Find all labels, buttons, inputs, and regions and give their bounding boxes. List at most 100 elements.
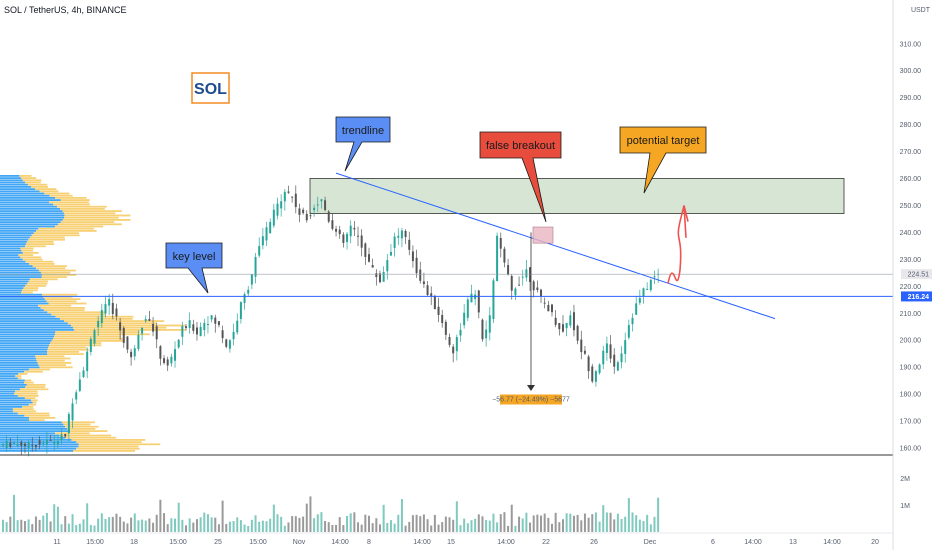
volume-profile-bar (27, 183, 48, 186)
callout-false-breakout[interactable]: false breakout (479, 131, 562, 223)
volume-profile-bar (0, 210, 63, 212)
volume-profile-bar (0, 282, 27, 285)
time-tick-label: 22 (542, 539, 550, 546)
candle-body (342, 234, 345, 243)
volume-profile-bar (48, 302, 87, 305)
candle-body (195, 327, 198, 335)
trendline[interactable] (335, 172, 776, 320)
candle-body (510, 276, 513, 291)
volume-bar (470, 520, 473, 532)
candle-body (422, 281, 425, 285)
volume-bar (551, 523, 553, 532)
volume-bar (492, 513, 495, 532)
volume-profile-bar (0, 379, 25, 382)
candle-body (415, 257, 418, 274)
volume-bar (214, 517, 217, 532)
candle-body (89, 339, 92, 352)
volume-bar (477, 514, 480, 532)
candle-body (82, 370, 85, 377)
candle-body (331, 220, 334, 229)
candle-body (9, 442, 12, 447)
volume-bar (225, 523, 228, 532)
volume-profile-bar (0, 410, 14, 413)
volume-profile-bar (29, 278, 58, 281)
candle-body (433, 295, 436, 310)
volume-profile-bar (0, 225, 55, 228)
volume-profile-bar (0, 401, 33, 404)
candle-body (324, 200, 327, 210)
volume-bar (155, 514, 158, 532)
candle-body (368, 254, 370, 262)
volume-profile-bar (59, 434, 112, 437)
volume-profile-bar (0, 307, 41, 309)
volume-profile-bar (47, 353, 84, 355)
volume-profile-bar (24, 370, 43, 373)
volume-profile-bar (0, 423, 64, 426)
time-axis[interactable]: 11 15:00 18 15:00 25 15:00 Nov 14:00 8 14:00 15 14:… (53, 539, 879, 546)
volume-profile-bar (13, 410, 37, 413)
volume-tick-label: 2M (900, 476, 910, 483)
price-tick-label: 200.00 (900, 338, 922, 345)
volume-bar (411, 515, 414, 532)
volume-profile-bar (29, 419, 45, 421)
candle-body (27, 441, 30, 449)
candle-body (408, 239, 411, 250)
volume-bar (254, 515, 257, 532)
volume-bar (239, 520, 242, 532)
volume-profile-bar (41, 293, 78, 296)
volume-bar (100, 513, 103, 532)
candle-body (349, 225, 352, 237)
volume-profile-bar (0, 342, 51, 344)
volume-profile-bar (0, 368, 29, 371)
volume-bar (144, 520, 147, 532)
volume-profile-bar (0, 333, 56, 336)
volume-bar (71, 514, 74, 532)
candle-body (605, 343, 608, 353)
volume-profile-bar (0, 425, 66, 428)
volume-bar (210, 517, 213, 532)
volume-profile-bar (0, 386, 26, 388)
volume-profile-bar (0, 298, 45, 300)
volume-bar (232, 520, 235, 532)
volume-profile-bar (0, 436, 66, 439)
volume-bar (269, 518, 272, 532)
candle-body (375, 273, 378, 278)
volume-bar (75, 525, 78, 532)
volume-profile-bar (41, 274, 77, 276)
volume-profile-bar (20, 247, 34, 250)
callout-potential-target-label: potential target (627, 135, 700, 147)
candle-body (170, 356, 173, 364)
callout-trendline[interactable]: trendline (335, 116, 391, 172)
volume-bar (236, 517, 239, 532)
volume-profile-bar (0, 249, 22, 252)
volume-profile-bar (0, 355, 36, 358)
candle-body (254, 257, 257, 277)
volume-bar (485, 519, 488, 532)
candle-body (53, 441, 56, 444)
volume-bar (554, 512, 557, 532)
volume-profile-bar (54, 432, 90, 435)
volume-bar (364, 514, 367, 532)
volume-bar (525, 512, 528, 532)
volume-profile-bar (40, 307, 85, 309)
volume-bar (38, 519, 41, 532)
volume-bar (583, 513, 586, 532)
volume-bar (56, 506, 59, 532)
volume-profile-bar (0, 434, 60, 437)
volume-bar (294, 516, 297, 532)
volume-bar (349, 513, 352, 532)
volume-bar (415, 514, 418, 532)
candle-body (45, 439, 48, 445)
volume-profile-bar (0, 179, 23, 182)
price-axis[interactable]: USDT 310.00 300.00 290.00 280.00 270.00 260.0… (900, 7, 931, 453)
volume-profile-bar (0, 183, 28, 186)
time-tick-label: 11 (53, 539, 60, 546)
volume-bar (382, 504, 385, 532)
volume-profile-bar (51, 313, 106, 316)
volume-profile-bar (70, 430, 108, 432)
volume-profile-bar (0, 432, 55, 435)
callout-key-level[interactable]: key level (165, 242, 223, 294)
callout-potential-target[interactable]: potential target (619, 126, 707, 194)
volume-profile-bar (0, 197, 56, 199)
